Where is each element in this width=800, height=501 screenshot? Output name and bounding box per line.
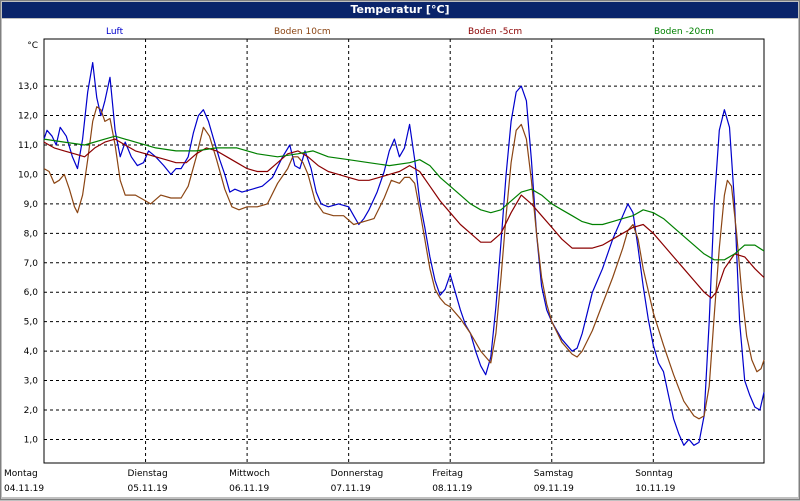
day-label: Dienstag [128, 469, 168, 479]
y-tick-label: 5,0 [24, 318, 39, 328]
day-label: Montag [4, 469, 38, 479]
legend-entry: Boden -5cm [468, 27, 522, 37]
temperature-chart: 1,0 2,0 3,0 4,0 5,0 6,0 7,0 8,0 9,0 10,0 11,0 12,0 1… [4, 27, 765, 494]
chart-title: Temperatur [°C] [2, 2, 798, 18]
day-date: 06.11.19 [229, 484, 269, 494]
day-label: Sonntag [635, 469, 672, 479]
day-date: 04.11.19 [4, 484, 44, 494]
legend-entry: Boden 10cm [274, 27, 331, 37]
day-date: 10.11.19 [635, 484, 675, 494]
legend-entry: Boden -20cm [654, 27, 714, 37]
y-axis-unit: °C [27, 41, 38, 51]
y-tick-label: 12,0 [18, 112, 38, 122]
day-date: 05.11.19 [128, 484, 168, 494]
y-tick-label: 3,0 [24, 377, 39, 387]
plot-area [43, 38, 765, 464]
day-label: Samstag [534, 469, 573, 479]
y-tick-label: 7,0 [24, 259, 39, 269]
chart-panel: 1,0 2,0 3,0 4,0 5,0 6,0 7,0 8,0 9,0 10,0 11,0 12,0 1… [2, 19, 798, 497]
day-label: Donnerstag [331, 469, 384, 479]
y-tick-label: 4,0 [24, 347, 39, 357]
y-tick-label: 13,0 [18, 82, 38, 92]
day-date: 07.11.19 [331, 484, 371, 494]
day-label: Freitag [432, 469, 463, 479]
y-tick-label: 1,0 [24, 435, 39, 445]
series-line [43, 106, 765, 420]
legend-entry: Luft [106, 27, 124, 37]
y-tick-label: 10,0 [18, 170, 38, 180]
day-date: 08.11.19 [432, 484, 472, 494]
day-label: Mittwoch [229, 469, 270, 479]
y-tick-label: 2,0 [24, 406, 39, 416]
y-tick-label: 6,0 [24, 288, 39, 298]
y-tick-label: 11,0 [18, 141, 38, 151]
series-line [43, 135, 765, 261]
y-tick-label: 8,0 [24, 229, 39, 239]
day-date: 09.11.19 [534, 484, 574, 494]
series-line [43, 138, 765, 299]
y-tick-label: 9,0 [24, 200, 39, 210]
